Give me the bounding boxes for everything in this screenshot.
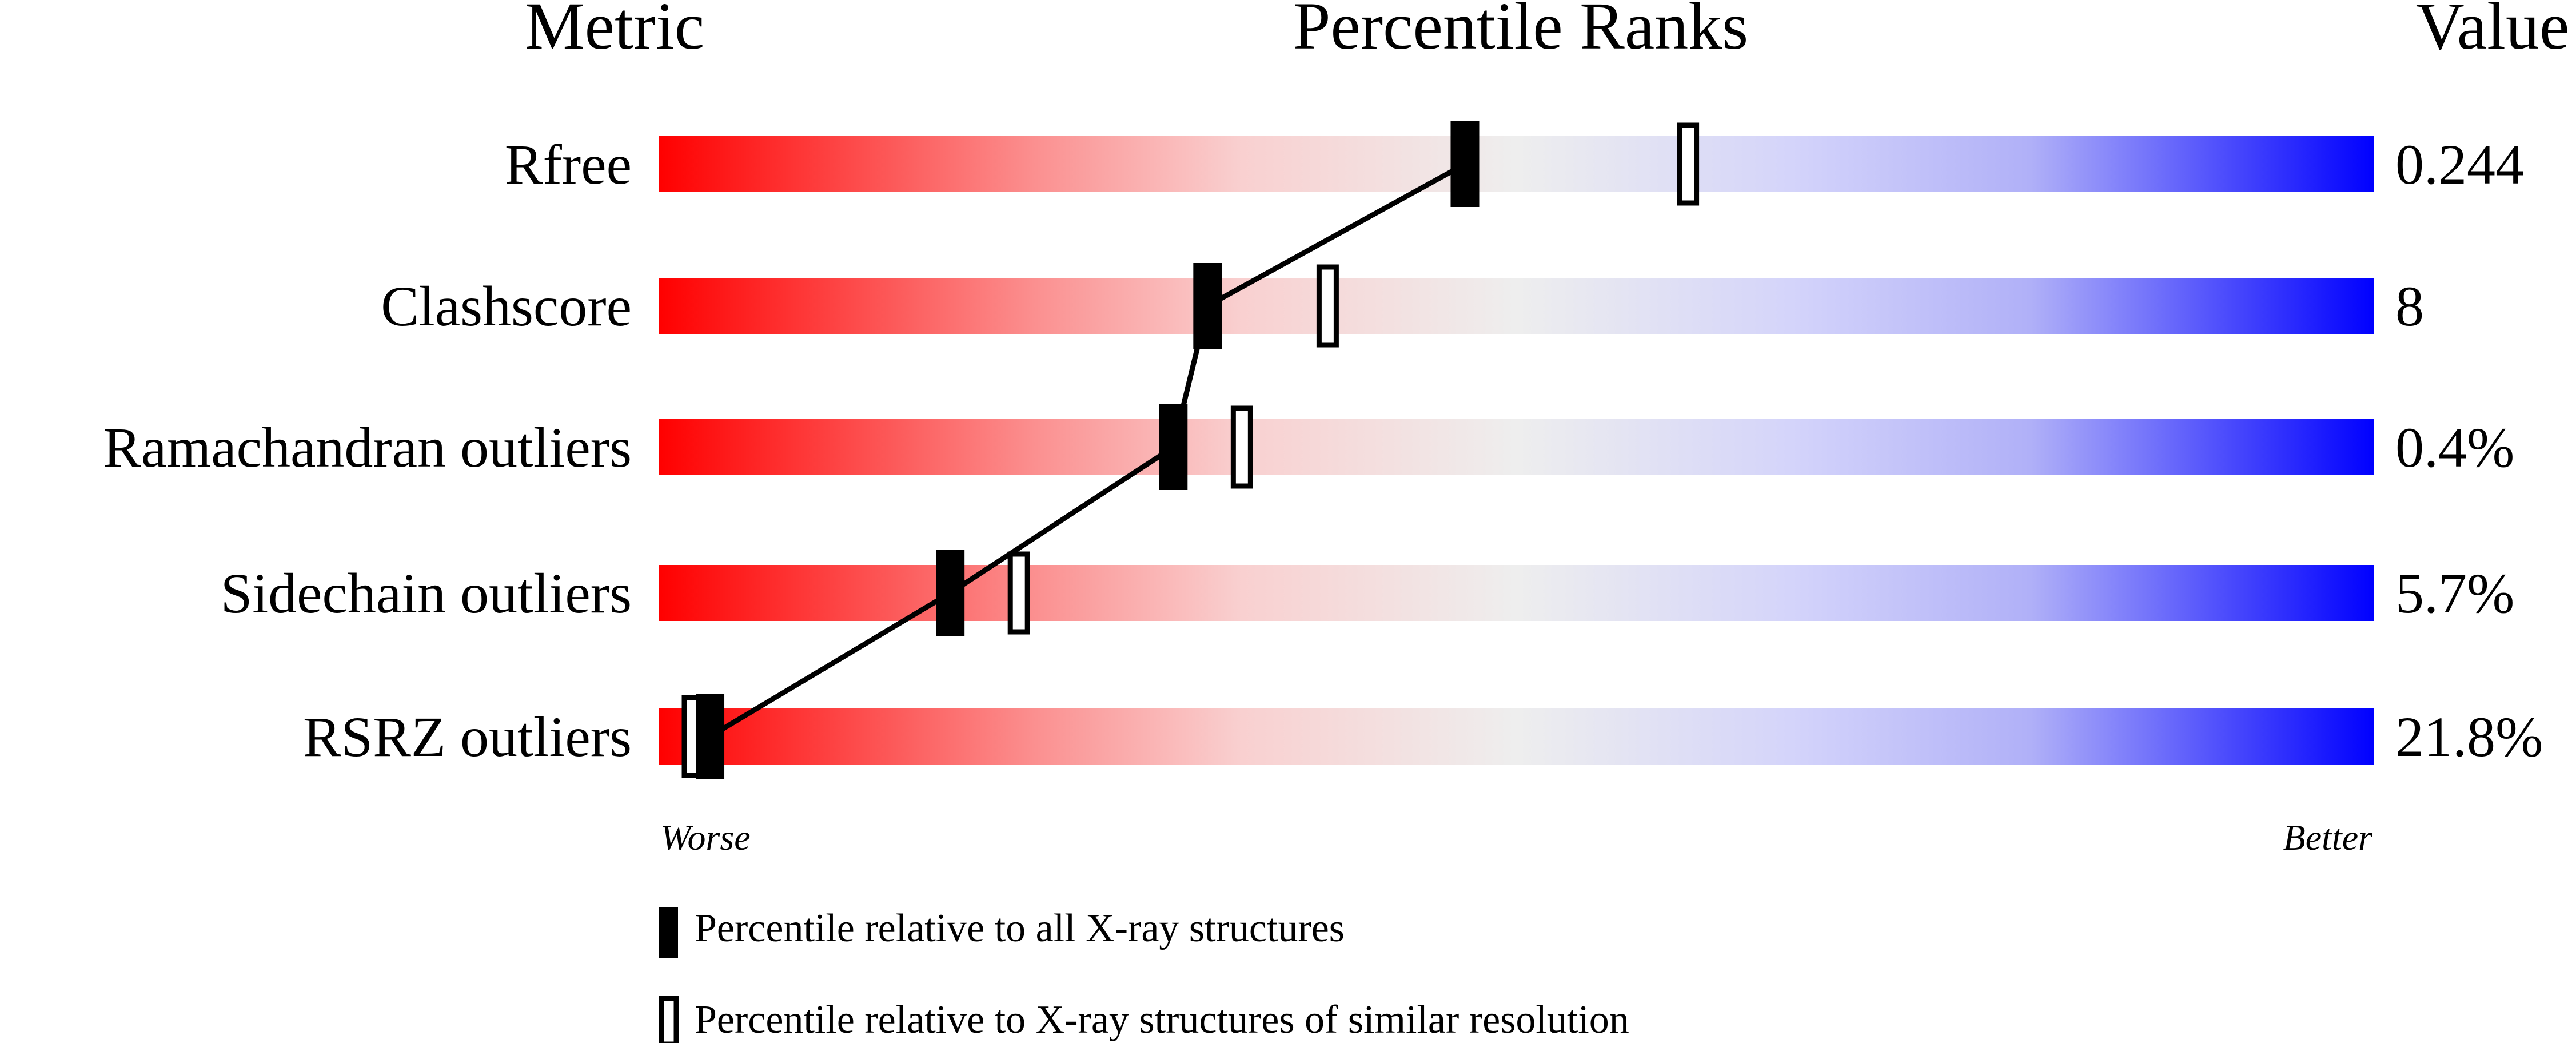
percentile-bar (659, 136, 2374, 192)
metric-value: 0.244 (2395, 133, 2524, 196)
legend-filled-marker (659, 907, 678, 958)
percentile-bar (659, 278, 2374, 334)
percentile-bar (659, 419, 2374, 475)
metric-label: RSRZ outliers (303, 705, 632, 769)
metric-label: Clashscore (381, 274, 632, 338)
metric-label: Rfree (505, 133, 632, 196)
metric-value: 21.8% (2395, 705, 2543, 769)
similar-resolution-marker (1230, 405, 1253, 489)
similar-resolution-marker (1007, 551, 1030, 635)
header-value: Value (2416, 0, 2570, 63)
metric-label: Ramachandran outliers (103, 416, 632, 479)
header-percentile: Percentile Ranks (1293, 0, 1748, 63)
header-metric: Metric (525, 0, 705, 63)
all-structures-marker (1450, 121, 1480, 207)
all-structures-marker (696, 694, 725, 779)
all-structures-marker (936, 550, 965, 636)
metric-value: 5.7% (2395, 562, 2514, 625)
axis-label-better: Better (2283, 817, 2373, 858)
similar-resolution-marker (1316, 264, 1339, 348)
similar-resolution-marker (1677, 122, 1700, 206)
all-structures-marker (1159, 404, 1188, 490)
percentile-bar (659, 708, 2374, 765)
metric-label: Sidechain outliers (221, 562, 632, 625)
legend-label-similar: Percentile relative to X-ray structures … (695, 998, 1629, 1042)
all-structures-marker (1193, 263, 1222, 349)
axis-label-worse: Worse (660, 817, 751, 858)
legend-label-all: Percentile relative to all X-ray structu… (695, 906, 1345, 950)
metric-value: 0.4% (2395, 416, 2514, 479)
legend-open-marker (659, 996, 679, 1043)
metric-value: 8 (2395, 274, 2424, 338)
